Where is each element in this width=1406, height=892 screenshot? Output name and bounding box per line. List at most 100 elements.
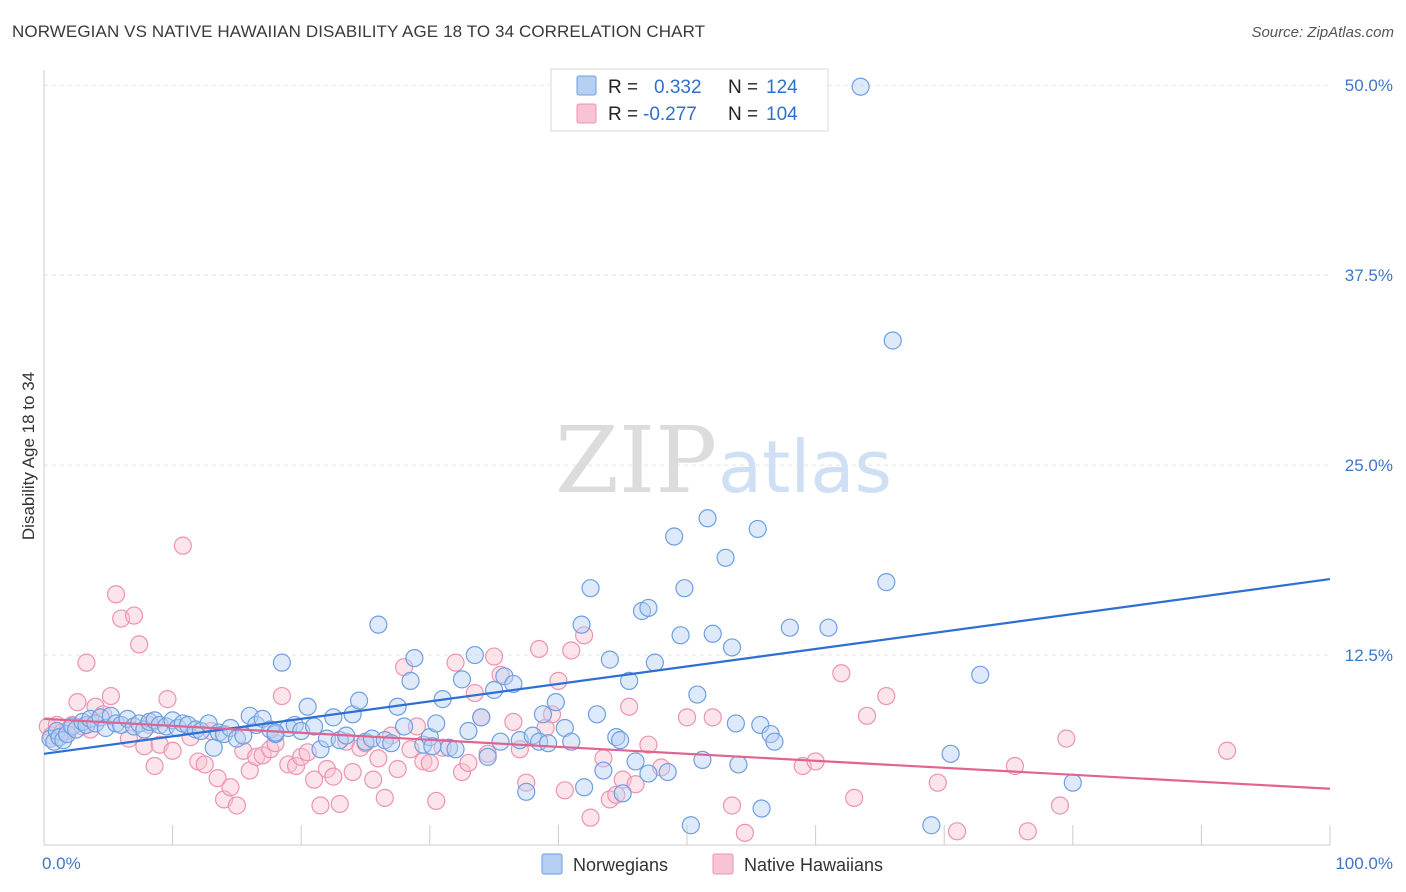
native-hawaiians-point-31 (221, 778, 240, 797)
native-hawaiians-point-46 (317, 759, 337, 779)
native-hawaiians-point-94 (722, 796, 742, 815)
native-hawaiians-point-27 (195, 755, 214, 774)
native-hawaiians-point-65 (446, 653, 465, 672)
native-hawaiians-point-103 (1005, 756, 1025, 776)
norwegians-point-100 (639, 598, 658, 618)
norwegians-point-84 (533, 705, 553, 724)
native-hawaiians-point-80 (555, 781, 574, 800)
native-hawaiians-point-41 (286, 756, 306, 776)
norwegians-point-43 (272, 653, 292, 672)
norwegians-point-94 (600, 650, 619, 669)
norwegians-point-74 (472, 708, 491, 727)
norwegians-point-70 (446, 740, 465, 759)
native-hawaiians-point-35 (247, 747, 266, 766)
norwegians-point-86 (546, 693, 565, 712)
norwegians-point-67 (427, 714, 446, 733)
bottom-legend-swatch-blue (541, 853, 563, 875)
norwegians-point-113 (722, 638, 742, 657)
native-hawaiians-point-105 (1057, 729, 1076, 748)
correlation-legend: R = 0.332 N = 124 R = -0.277 N = 104 (550, 68, 829, 132)
norwegians-point-92 (587, 705, 607, 724)
native-hawaiians-point-23 (163, 741, 182, 760)
chart-source: Source: ZipAtlas.com (1251, 24, 1394, 41)
legend-r-label-blue: R = (608, 77, 638, 98)
y-axis-label: Disability Age 18 to 34 (19, 372, 38, 540)
native-hawaiians-point-82 (575, 626, 594, 645)
norwegians-point-107 (681, 816, 700, 835)
native-hawaiians-point-24 (173, 536, 192, 555)
native-hawaiians-point-8 (77, 653, 96, 672)
norwegians-point-103 (658, 762, 677, 782)
norwegians-point-77 (491, 732, 510, 751)
norwegians-point-132 (423, 737, 442, 756)
norwegians-point-124 (883, 331, 902, 350)
native-hawaiians-point-12 (101, 686, 120, 706)
trend-lines (43, 577, 1331, 790)
x-tick-label-1: 100.0% (1335, 854, 1393, 873)
norwegians-point-51 (324, 708, 343, 727)
legend-n-value-blue: 124 (766, 77, 798, 98)
native-hawaiians-point-17 (130, 635, 149, 654)
norwegians-point-130 (851, 77, 870, 96)
norwegians-point-62 (394, 717, 414, 736)
norwegians-trend-line (43, 577, 1331, 755)
norwegians-point-127 (971, 665, 990, 684)
series-legend: Norwegians Native Hawaiians (541, 853, 883, 875)
native-hawaiians-point-93 (703, 708, 722, 727)
norwegians-point-71 (452, 670, 472, 689)
norwegians-point-118 (751, 715, 770, 735)
native-hawaiians-point-106 (1050, 796, 1070, 815)
norwegians-point-96 (613, 784, 632, 803)
native-hawaiians-point-57 (388, 759, 407, 779)
native-hawaiians-point-39 (272, 686, 292, 706)
norwegians-point-115 (729, 755, 748, 774)
native-hawaiians-point-29 (208, 769, 227, 788)
norwegians-point-89 (572, 615, 591, 634)
legend-n-label-blue: N = (728, 77, 758, 98)
native-hawaiians-trend-line (43, 717, 1331, 790)
norwegians-point-64 (405, 648, 424, 668)
axes (43, 70, 1331, 846)
norwegians-point-73 (465, 645, 484, 665)
native-hawaiians-point-67 (459, 753, 478, 773)
norwegians-point-102 (639, 764, 658, 783)
norwegians-point-122 (819, 618, 838, 637)
native-hawaiians-point-20 (145, 756, 164, 776)
legend-r-value-blue: 0.332 (654, 77, 702, 98)
legend-swatch-blue (576, 75, 597, 96)
native-hawaiians-point-63 (427, 791, 446, 811)
norwegians-point-93 (594, 761, 613, 780)
bottom-legend-native-hawaiians: Native Hawaiians (744, 855, 883, 875)
norwegians-point-106 (675, 579, 694, 598)
native-hawaiians-point-89 (626, 775, 645, 794)
norwegians-point-128 (1063, 773, 1082, 792)
native-hawaiians-point-83 (581, 808, 600, 827)
native-hawaiians-point-102 (947, 822, 967, 841)
norwegians-point-75 (478, 747, 497, 766)
native-hawaiians-point-86 (607, 785, 626, 804)
native-hawaiians-point-6 (68, 693, 87, 712)
native-hawaiians-point-62 (420, 753, 439, 773)
native-hawaiians-point-32 (227, 796, 246, 815)
legend-n-value-pink: 104 (766, 104, 798, 125)
norwegians-point-58 (369, 615, 388, 634)
native-hawaiians-point-47 (324, 767, 343, 786)
norwegians-point-49 (311, 740, 330, 759)
norwegians-point-101 (645, 653, 664, 672)
norwegians-point-47 (298, 697, 317, 716)
legend-r-label-pink: R = (608, 104, 638, 125)
norwegians-point-126 (941, 744, 960, 763)
native-hawaiians-point-55 (375, 788, 394, 807)
native-hawaiians-point-76 (530, 639, 549, 659)
native-hawaiians-point-88 (620, 697, 639, 716)
norwegians-point-125 (922, 816, 941, 835)
native-hawaiians-point-98 (832, 664, 851, 683)
legend-n-label-pink: N = (728, 104, 758, 125)
norwegians-point-105 (671, 626, 690, 645)
native-hawaiians-point-44 (304, 770, 324, 789)
norwegians-point-133 (611, 731, 630, 750)
native-hawaiians-points (38, 536, 1237, 842)
norwegians-point-88 (562, 732, 581, 751)
norwegians-point-116 (748, 519, 767, 539)
y-tick-labels: 12.5% 25.0% 37.5% 50.0% (1345, 76, 1393, 665)
